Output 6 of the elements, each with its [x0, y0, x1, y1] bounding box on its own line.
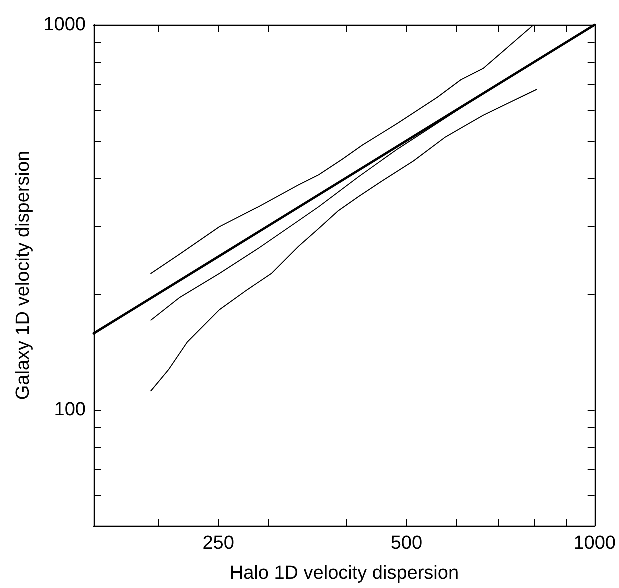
- x-axis-title: Halo 1D velocity dispersion: [230, 563, 460, 584]
- y-axis-title: Galaxy 1D velocity dispersion: [12, 150, 34, 400]
- x-tick-label: 500: [390, 533, 423, 554]
- x-tick-label: 1000: [574, 533, 616, 554]
- x-tick-label: 250: [202, 533, 234, 554]
- y-tick-label: 100: [54, 400, 86, 421]
